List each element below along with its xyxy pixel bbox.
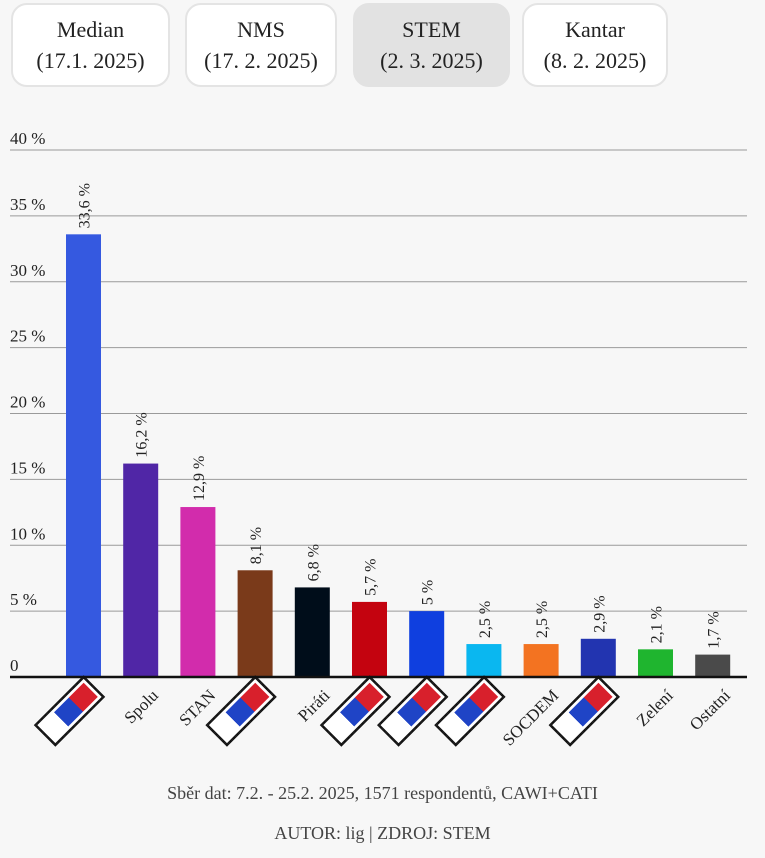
value-label: 1,7 % (706, 611, 723, 648)
source-credit: AUTOR: lig | ZDROJ: STEM (274, 823, 491, 843)
bar (237, 570, 273, 677)
value-label: 2,9 % (591, 595, 608, 632)
bar (466, 644, 502, 677)
value-label: 33,6 % (77, 183, 94, 228)
tab-median-date: (17.1. 2025) (36, 48, 145, 73)
y-tick-label: 25 % (10, 327, 45, 346)
bar (580, 638, 616, 677)
value-labels: 33,6 % 16,2 % 12,9 % 8,1 % 6,8 % 5,7 % 5 % 2,5 … (77, 183, 723, 649)
tab-kantar-name: Kantar (565, 17, 625, 42)
y-tick-label: 35 % (10, 195, 45, 214)
bar (123, 463, 159, 677)
bar (409, 611, 445, 677)
value-label: 5,7 % (363, 559, 380, 596)
value-label: 12,9 % (191, 456, 208, 501)
russian-flag-icon (319, 675, 392, 747)
y-tick-label: 10 % (10, 524, 45, 543)
x-tick-label: Spolu (121, 686, 163, 728)
russian-flag-icon (33, 675, 106, 747)
data-collection-note: Sběr dat: 7.2. - 25.2. 2025, 1571 respon… (167, 783, 598, 803)
bar (180, 507, 216, 677)
value-label: 5 % (420, 580, 437, 605)
tab-stem-name: STEM (402, 17, 461, 42)
bar (523, 644, 559, 677)
tab-nms-name: NMS (237, 17, 285, 42)
tab-median[interactable]: Median (17.1. 2025) (11, 3, 170, 87)
y-tick-label: 20 % (10, 393, 45, 412)
y-tick-label: 30 % (10, 261, 45, 280)
tab-stem-date: (2. 3. 2025) (380, 48, 483, 73)
value-label: 2,1 % (649, 606, 666, 643)
russian-flag-icon (434, 675, 506, 747)
bar-chart: 0 5 % 10 % 15 % 20 % 25 % 30 % 35 % 40 % 33,6 % 1… (10, 129, 747, 750)
tab-nms[interactable]: NMS (17. 2. 2025) (185, 3, 337, 87)
russian-flag-icon (548, 675, 621, 747)
bar (638, 649, 673, 677)
value-label: 8,1 % (248, 527, 265, 564)
x-axis-labels: Spolu STAN Piráti SOCDEM Zelení Ostatní (33, 675, 734, 750)
tab-kantar[interactable]: Kantar (8. 2. 2025) (522, 3, 668, 87)
y-tick-label: 40 % (10, 129, 45, 148)
value-label: 2,5 % (534, 601, 551, 638)
y-tick-label: 5 % (10, 590, 37, 609)
x-tick-label: SOCDEM (499, 686, 563, 750)
bar (352, 601, 387, 677)
bar (695, 654, 731, 677)
tab-kantar-date: (8. 2. 2025) (543, 48, 647, 73)
value-label: 6,8 % (305, 544, 322, 581)
russian-flag-icon (205, 675, 277, 747)
tab-nms-date: (17. 2. 2025) (204, 48, 318, 73)
bar (294, 587, 330, 677)
poll-tabs: Median (17.1. 2025) NMS (17. 2. 2025) ST… (0, 0, 765, 100)
y-tick-label: 15 % (10, 458, 45, 477)
value-label: 16,2 % (134, 412, 151, 457)
value-label: 2,5 % (477, 601, 494, 638)
russian-flag-icon (376, 675, 449, 747)
y-axis-ticks: 0 5 % 10 % 15 % 20 % 25 % 30 % 35 % 40 % (10, 129, 45, 675)
tab-stem[interactable]: STEM (2. 3. 2025) (353, 3, 510, 87)
x-tick-label: Zelení (633, 686, 677, 730)
x-tick-label: Ostatní (686, 686, 734, 734)
bars (66, 234, 731, 677)
tab-median-name: Median (56, 17, 125, 42)
grid-lines (10, 149, 747, 612)
bar (66, 234, 101, 677)
y-tick-label: 0 (10, 656, 19, 675)
